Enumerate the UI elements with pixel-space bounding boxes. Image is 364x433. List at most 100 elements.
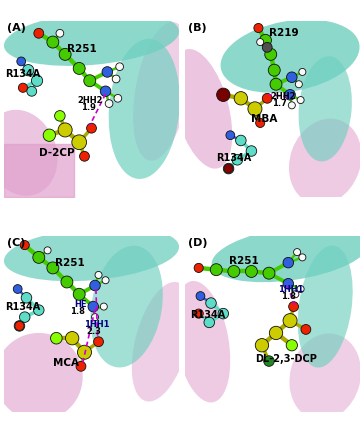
Circle shape <box>299 68 306 75</box>
Text: R134A: R134A <box>216 153 252 163</box>
Text: (B): (B) <box>188 23 207 33</box>
Circle shape <box>254 23 263 32</box>
Circle shape <box>76 362 86 371</box>
Circle shape <box>19 312 30 323</box>
Circle shape <box>268 64 280 76</box>
Circle shape <box>114 94 122 102</box>
Circle shape <box>56 29 64 37</box>
Circle shape <box>90 280 100 291</box>
Circle shape <box>210 264 222 276</box>
Circle shape <box>116 63 123 71</box>
Circle shape <box>80 152 90 161</box>
Ellipse shape <box>0 110 58 196</box>
Circle shape <box>265 48 277 60</box>
Text: (A): (A) <box>7 23 26 33</box>
Circle shape <box>301 324 311 334</box>
Circle shape <box>31 75 43 86</box>
Circle shape <box>286 72 297 83</box>
Circle shape <box>294 249 301 255</box>
Circle shape <box>15 321 24 330</box>
Circle shape <box>58 123 72 137</box>
Text: R251: R251 <box>55 258 84 268</box>
Circle shape <box>44 247 51 254</box>
Ellipse shape <box>174 281 230 402</box>
Ellipse shape <box>4 11 179 66</box>
Text: 1HH1: 1HH1 <box>278 284 303 294</box>
Text: 1.7: 1.7 <box>273 99 287 108</box>
Ellipse shape <box>109 39 180 179</box>
Circle shape <box>13 284 22 294</box>
Circle shape <box>27 86 37 96</box>
Circle shape <box>61 276 73 288</box>
Circle shape <box>228 265 240 278</box>
Circle shape <box>100 86 111 97</box>
Circle shape <box>33 252 45 263</box>
Circle shape <box>223 163 234 174</box>
Ellipse shape <box>4 226 179 281</box>
Text: R134A: R134A <box>5 69 41 79</box>
Circle shape <box>72 135 87 150</box>
Text: R251: R251 <box>229 256 258 266</box>
Circle shape <box>297 97 304 103</box>
Text: R251: R251 <box>67 44 97 54</box>
Text: 1.8: 1.8 <box>281 291 296 301</box>
Text: 1.9: 1.9 <box>81 103 96 112</box>
Text: 2HH2: 2HH2 <box>78 96 103 104</box>
Circle shape <box>66 332 79 345</box>
Text: (D): (D) <box>188 238 207 248</box>
Circle shape <box>43 129 55 141</box>
Circle shape <box>283 257 294 268</box>
Circle shape <box>196 292 205 301</box>
Text: R134A: R134A <box>5 301 41 312</box>
Circle shape <box>78 345 91 359</box>
Text: 1HH1: 1HH1 <box>84 320 110 329</box>
Circle shape <box>295 81 302 88</box>
Circle shape <box>204 317 214 328</box>
Circle shape <box>262 94 272 103</box>
Circle shape <box>260 34 272 46</box>
Circle shape <box>20 240 29 250</box>
Circle shape <box>285 90 295 100</box>
Circle shape <box>91 313 99 321</box>
Circle shape <box>256 118 265 127</box>
Circle shape <box>23 65 34 76</box>
Text: R134A: R134A <box>190 310 225 320</box>
Ellipse shape <box>298 56 352 162</box>
Circle shape <box>47 36 59 48</box>
Circle shape <box>246 146 257 156</box>
Circle shape <box>14 321 25 331</box>
Circle shape <box>217 88 230 101</box>
Circle shape <box>263 267 275 279</box>
Circle shape <box>194 309 203 318</box>
Ellipse shape <box>289 119 361 204</box>
Ellipse shape <box>172 49 232 168</box>
Circle shape <box>236 135 246 146</box>
Circle shape <box>255 339 269 352</box>
Circle shape <box>51 333 62 344</box>
Circle shape <box>102 67 112 77</box>
Text: D-2CP: D-2CP <box>39 148 74 158</box>
Circle shape <box>245 265 257 278</box>
Circle shape <box>33 305 44 315</box>
Circle shape <box>286 339 297 351</box>
Circle shape <box>283 278 294 289</box>
Circle shape <box>21 293 32 303</box>
Circle shape <box>84 75 96 87</box>
Circle shape <box>292 291 299 298</box>
Ellipse shape <box>289 333 361 420</box>
Circle shape <box>299 254 306 261</box>
Circle shape <box>257 39 264 45</box>
Ellipse shape <box>90 246 163 368</box>
Text: 2HH2: 2HH2 <box>271 92 296 101</box>
Circle shape <box>224 164 233 173</box>
Circle shape <box>87 123 96 133</box>
Circle shape <box>73 288 85 300</box>
Circle shape <box>269 326 283 339</box>
Ellipse shape <box>133 22 190 161</box>
Text: R219: R219 <box>269 28 298 38</box>
Ellipse shape <box>221 19 360 93</box>
Text: DL-2,3-DCP: DL-2,3-DCP <box>255 354 317 364</box>
Circle shape <box>226 131 235 139</box>
Circle shape <box>194 263 203 272</box>
Circle shape <box>218 308 229 319</box>
